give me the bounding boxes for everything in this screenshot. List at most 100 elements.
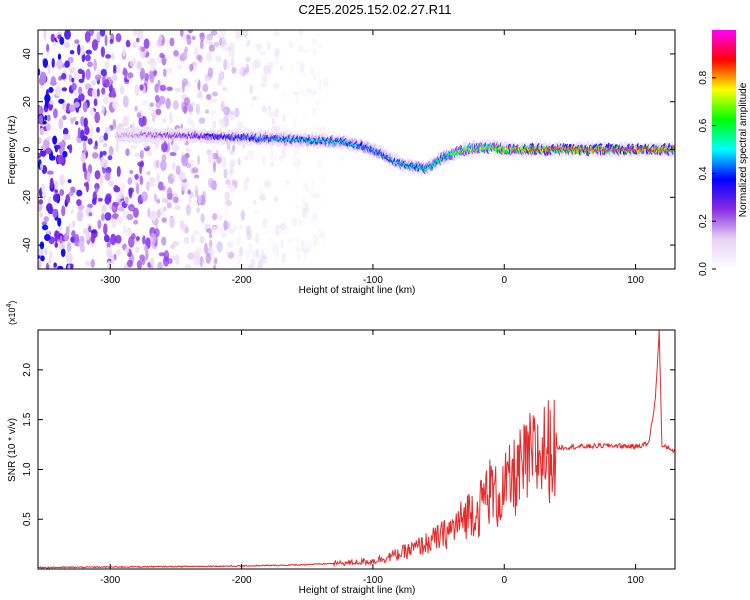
noise-blob bbox=[225, 199, 233, 206]
noise-blob bbox=[104, 172, 111, 181]
noise-blob bbox=[72, 220, 76, 228]
noise-blob bbox=[49, 177, 54, 190]
noise-blob bbox=[71, 230, 76, 238]
noise-blob bbox=[207, 177, 214, 189]
noise-blob bbox=[280, 123, 286, 131]
noise-blob bbox=[245, 249, 250, 261]
noise-blob bbox=[61, 102, 68, 111]
noise-blob bbox=[99, 174, 104, 186]
noise-blob bbox=[91, 39, 99, 51]
noise-blob bbox=[91, 88, 98, 99]
noise-blob bbox=[149, 211, 153, 220]
noise-blob bbox=[221, 86, 227, 92]
noise-blob bbox=[209, 109, 216, 116]
noise-blob bbox=[110, 233, 117, 246]
noise-blob bbox=[56, 59, 63, 70]
noise-blob bbox=[317, 42, 324, 49]
noise-blob bbox=[116, 249, 121, 257]
noise-blob bbox=[322, 243, 326, 250]
noise-blob bbox=[191, 101, 195, 108]
noise-blob bbox=[303, 48, 309, 54]
noise-blob bbox=[205, 253, 211, 265]
noise-blob bbox=[196, 92, 203, 100]
noise-blob bbox=[254, 232, 260, 244]
noise-blob bbox=[106, 242, 111, 248]
noise-blob bbox=[57, 154, 64, 165]
noise-blob bbox=[126, 259, 133, 268]
noise-blob bbox=[166, 66, 173, 75]
noise-blob bbox=[115, 192, 120, 201]
noise-blob bbox=[42, 58, 49, 68]
noise-blob bbox=[38, 137, 42, 145]
noise-blob bbox=[87, 163, 93, 175]
noise-blob bbox=[94, 74, 102, 81]
noise-blob bbox=[183, 236, 190, 244]
noise-blob bbox=[212, 213, 218, 221]
noise-blob bbox=[68, 104, 76, 113]
noise-blob bbox=[130, 144, 138, 150]
noise-blob bbox=[97, 197, 103, 202]
snr-ylabel: SNR (10 * v/v) bbox=[7, 418, 18, 482]
noise-blob bbox=[234, 30, 241, 40]
noise-blob bbox=[38, 260, 42, 269]
noise-blob bbox=[213, 257, 218, 265]
noise-blob bbox=[106, 260, 112, 269]
noise-blob bbox=[89, 126, 94, 138]
noise-blob bbox=[161, 217, 167, 223]
noise-blob bbox=[234, 107, 240, 118]
noise-blob bbox=[161, 141, 168, 153]
noise-blob bbox=[89, 108, 95, 116]
noise-blob bbox=[219, 119, 226, 129]
noise-blob bbox=[268, 236, 275, 242]
noise-blob bbox=[139, 175, 144, 186]
noise-blob bbox=[303, 251, 307, 261]
noise-blob bbox=[67, 179, 72, 184]
noise-blob bbox=[312, 90, 318, 96]
noise-blob bbox=[259, 51, 267, 56]
noise-blob bbox=[136, 259, 143, 269]
noise-blob bbox=[208, 44, 216, 52]
noise-blob bbox=[45, 147, 52, 155]
noise-blob bbox=[214, 55, 222, 63]
noise-blob bbox=[150, 232, 157, 245]
noise-blob bbox=[281, 145, 287, 158]
spectral-ridge bbox=[115, 125, 675, 178]
noise-blob bbox=[38, 248, 43, 256]
noise-blob bbox=[288, 92, 292, 98]
noise-blob bbox=[46, 170, 54, 175]
noise-blob bbox=[273, 195, 279, 203]
noise-blob bbox=[226, 241, 234, 248]
noise-blob bbox=[100, 213, 105, 221]
noise-blob bbox=[69, 186, 76, 194]
noise-blob bbox=[245, 63, 250, 75]
noise-blob bbox=[162, 68, 167, 77]
noise-blob bbox=[199, 39, 204, 50]
noise-blob bbox=[199, 235, 205, 244]
noise-blob bbox=[82, 101, 88, 113]
noise-blob bbox=[108, 146, 114, 156]
noise-blob bbox=[217, 225, 223, 235]
noise-blob bbox=[161, 154, 167, 162]
noise-blob bbox=[88, 225, 92, 233]
noise-blob bbox=[184, 226, 189, 234]
noise-blob bbox=[231, 144, 236, 152]
noise-blob bbox=[87, 138, 93, 145]
noise-blob bbox=[252, 200, 257, 205]
noise-blob bbox=[103, 223, 108, 235]
noise-blob bbox=[126, 213, 134, 221]
noise-blob bbox=[142, 235, 146, 245]
noise-blob bbox=[226, 181, 232, 189]
noise-blob bbox=[303, 71, 308, 79]
noise-blob bbox=[122, 224, 127, 235]
noise-blob bbox=[66, 252, 73, 265]
noise-blob bbox=[199, 32, 205, 38]
noise-blob bbox=[93, 98, 98, 107]
noise-blob bbox=[145, 249, 149, 260]
noise-blob bbox=[38, 105, 44, 117]
noise-blob bbox=[172, 161, 176, 171]
x-tick-label: 100 bbox=[627, 575, 644, 586]
noise-blob bbox=[125, 148, 130, 157]
noise-blob bbox=[163, 197, 169, 203]
noise-blob bbox=[125, 39, 131, 48]
